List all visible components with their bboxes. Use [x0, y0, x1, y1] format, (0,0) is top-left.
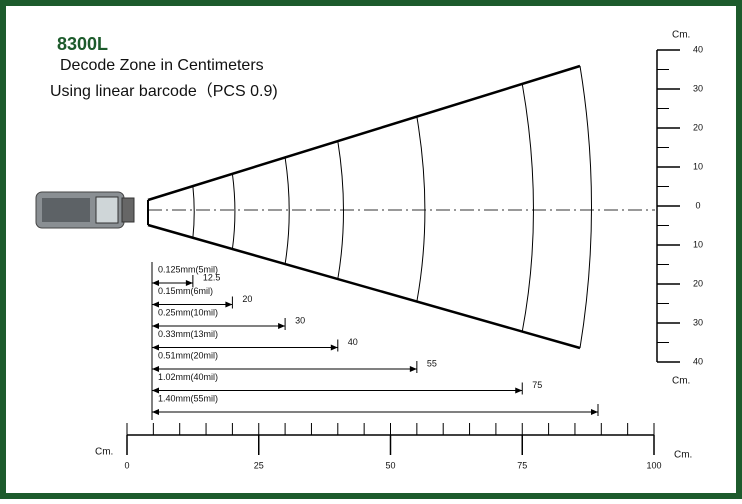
- zone-arc: [192, 186, 195, 238]
- y-tick-label: 30: [693, 83, 703, 93]
- arrow-head: [152, 409, 159, 415]
- zone-arc: [337, 141, 344, 280]
- zone-arc: [284, 157, 290, 265]
- arrow-head: [152, 344, 159, 351]
- arrow-head: [278, 323, 286, 329]
- y-tick-label: 20: [693, 278, 703, 288]
- arrow-head: [330, 344, 338, 351]
- range-distance: 40: [348, 337, 358, 347]
- y-tick-label: 10: [693, 239, 703, 249]
- arrow-head: [225, 301, 233, 308]
- arrow-head: [152, 366, 159, 372]
- y-tick-label: 40: [693, 356, 703, 366]
- range-distance: 75: [532, 380, 542, 390]
- subtitle: Decode Zone in Centimeters: [60, 57, 264, 74]
- zone-arc: [231, 173, 236, 250]
- arrow-head: [409, 366, 417, 372]
- range-distance: 30: [295, 315, 305, 325]
- x-tick-label: 50: [385, 460, 395, 470]
- zone-arc: [579, 65, 592, 349]
- range-distance: 12.5: [203, 272, 221, 282]
- arrow-head: [515, 387, 523, 394]
- arrow-head: [152, 387, 159, 394]
- arrow-head: [591, 409, 598, 415]
- note: Using linear barcode（PCS 0.9): [50, 82, 278, 100]
- y-tick-label: 40: [693, 44, 703, 54]
- y-unit: Cm.: [672, 30, 690, 41]
- y-tick-label: 30: [693, 317, 703, 327]
- y-unit: Cm.: [672, 376, 690, 387]
- title: 8300L: [57, 34, 108, 54]
- beam-edge: [147, 64, 581, 202]
- range-label: 0.51mm(20mil): [158, 350, 218, 360]
- y-tick-label: 10: [693, 161, 703, 171]
- arrow-head: [185, 280, 193, 286]
- zone-arc: [416, 116, 426, 302]
- y-tick-label: 20: [693, 122, 703, 132]
- x-unit: Cm.: [95, 447, 113, 458]
- beam-edge: [147, 223, 581, 350]
- arrow-head: [152, 280, 159, 286]
- range-label: 1.02mm(40mil): [158, 372, 218, 382]
- arrow-head: [152, 301, 159, 308]
- zone-arc: [521, 83, 534, 332]
- range-distance: 55: [427, 358, 437, 368]
- x-tick-label: 25: [254, 460, 264, 470]
- range-label: 0.25mm(10mil): [158, 307, 218, 317]
- range-distance: 20: [242, 294, 252, 304]
- x-tick-label: 75: [517, 460, 527, 470]
- range-label: 0.33mm(13mil): [158, 329, 218, 339]
- range-label: 1.40mm(55mil): [158, 393, 218, 403]
- y-tick-label: 0: [695, 200, 700, 210]
- scanner: [35, 191, 135, 229]
- x-tick-label: 100: [646, 460, 661, 470]
- x-unit: Cm.: [674, 450, 692, 461]
- range-label: 0.125mm(5mil): [158, 264, 218, 274]
- arrow-head: [152, 323, 159, 329]
- range-label: 0.15mm(6mil): [158, 286, 213, 296]
- x-tick-label: 0: [124, 460, 129, 470]
